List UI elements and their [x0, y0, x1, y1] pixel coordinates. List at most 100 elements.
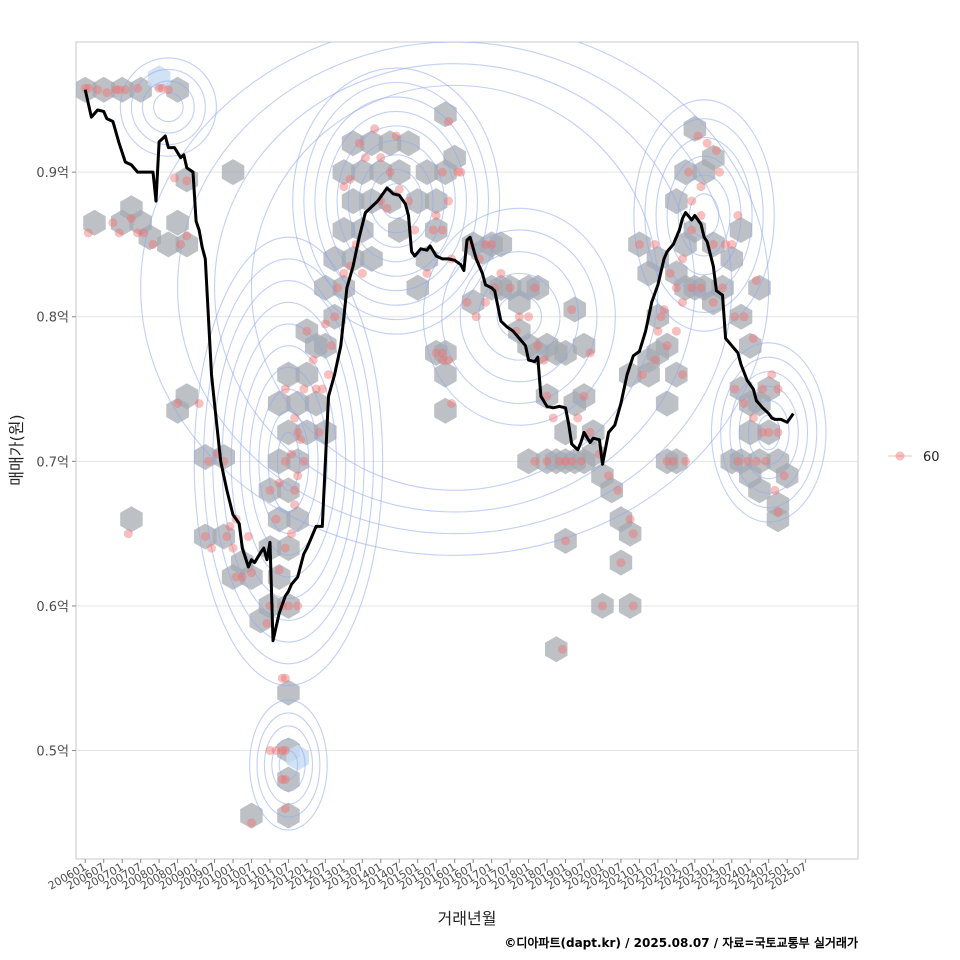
density-contour [278, 749, 299, 781]
transaction-point [182, 231, 192, 241]
transaction-point [102, 88, 112, 98]
transaction-point [505, 283, 515, 293]
transaction-point [576, 456, 586, 466]
density-contour [422, 207, 616, 426]
line-layer [83, 89, 795, 643]
transaction-point [330, 312, 340, 322]
density-contour [276, 431, 301, 491]
transaction-point [93, 85, 103, 95]
hexbin [720, 245, 743, 272]
hexbin [277, 802, 300, 829]
transaction-point [437, 167, 447, 177]
transaction-point [662, 456, 672, 466]
density-contour [347, 139, 445, 263]
transaction-point [290, 413, 300, 423]
transaction-point [447, 399, 457, 409]
density-contour [738, 385, 799, 480]
hexbin [563, 296, 586, 323]
hexbin [434, 339, 457, 366]
transaction-point [678, 297, 688, 307]
hexbin [591, 592, 614, 619]
transaction-point [480, 297, 490, 307]
transaction-point [200, 532, 210, 542]
transaction-point [293, 427, 303, 437]
transaction-point [333, 283, 343, 293]
transaction-point [650, 355, 660, 365]
transaction-point [659, 305, 669, 315]
transaction-point [203, 456, 213, 466]
transaction-point [696, 211, 706, 221]
transaction-point [650, 239, 660, 249]
hexbin [129, 76, 152, 103]
transaction-point [327, 341, 337, 351]
density-contour [119, 57, 217, 157]
transaction-point [561, 536, 571, 546]
transaction-point [83, 228, 93, 238]
density-contour [193, 236, 384, 687]
transaction-point [410, 225, 420, 235]
hexbin [739, 462, 762, 489]
transaction-point [111, 85, 121, 95]
transaction-point [170, 173, 180, 183]
hexbin [545, 636, 568, 663]
density-contour [336, 125, 456, 277]
hexbin [295, 361, 319, 388]
hexbin [277, 679, 300, 706]
density-contour [459, 251, 580, 383]
transaction-point [770, 485, 780, 495]
transaction-point [742, 456, 752, 466]
transaction-point [280, 456, 290, 466]
transaction-point [773, 507, 783, 517]
hexbin [609, 549, 633, 576]
transaction-point [293, 471, 303, 481]
transaction-point [354, 138, 364, 148]
transaction-point [262, 618, 272, 628]
transaction-point [108, 218, 118, 228]
transaction-point [246, 818, 256, 828]
transaction-point [779, 471, 789, 481]
legend-label: 60 [923, 450, 940, 465]
hexbin [341, 188, 365, 215]
hexbin [258, 477, 282, 504]
density-contour [720, 356, 818, 509]
density-contour [140, 42, 770, 556]
transaction-point [271, 746, 281, 756]
transaction-point [163, 85, 173, 95]
hexbin [729, 303, 753, 330]
hexbin [258, 592, 282, 619]
density-contour [239, 345, 338, 578]
transaction-point [345, 174, 355, 184]
hexbin [138, 224, 162, 251]
hexbin [304, 390, 328, 417]
transaction-point [567, 305, 577, 315]
hexbin [83, 209, 106, 236]
transaction-point [271, 514, 281, 524]
hexbin [267, 564, 291, 590]
transaction-point [616, 558, 626, 568]
y-tick-label: 0.7억 [36, 455, 69, 470]
hexbin [175, 383, 199, 410]
transaction-point [730, 312, 740, 322]
transaction-point [730, 384, 740, 394]
transaction-point [444, 196, 454, 206]
hexbin [674, 159, 697, 186]
hexbin [554, 527, 577, 554]
hexbin [655, 332, 679, 359]
hexbin [702, 231, 725, 258]
transaction-point [727, 239, 737, 249]
y-tick-label: 0.8억 [36, 311, 69, 326]
transaction-point [299, 456, 309, 466]
transaction-point [293, 601, 303, 611]
transaction-point [133, 83, 143, 93]
transaction-point [277, 774, 287, 784]
transaction-point [748, 413, 758, 423]
transaction-point [693, 131, 703, 141]
hexbin [332, 159, 356, 186]
transaction-point [431, 211, 441, 221]
transaction-point [456, 167, 466, 177]
density-contour [212, 280, 365, 643]
transaction-point [246, 568, 256, 578]
transaction-point [320, 319, 330, 329]
hexbin [267, 448, 291, 475]
